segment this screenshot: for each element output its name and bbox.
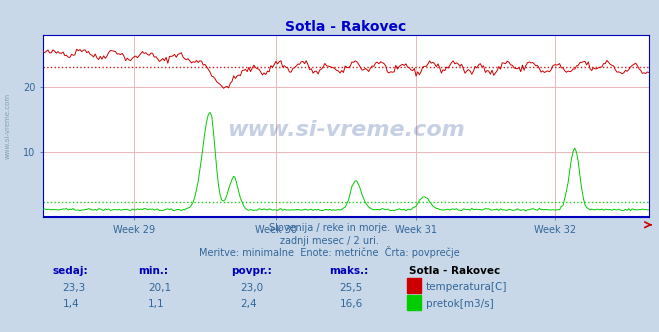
Text: 2,4: 2,4 bbox=[241, 299, 257, 309]
Text: 25,5: 25,5 bbox=[339, 283, 362, 292]
Text: 1,4: 1,4 bbox=[63, 299, 79, 309]
Text: 1,1: 1,1 bbox=[148, 299, 165, 309]
Text: 16,6: 16,6 bbox=[339, 299, 362, 309]
Text: www.si-vreme.com: www.si-vreme.com bbox=[5, 93, 11, 159]
Text: Sotla - Rakovec: Sotla - Rakovec bbox=[409, 266, 500, 276]
Text: Meritve: minimalne  Enote: metrične  Črta: povprečje: Meritve: minimalne Enote: metrične Črta:… bbox=[199, 246, 460, 258]
Text: maks.:: maks.: bbox=[330, 266, 369, 276]
Text: pretok[m3/s]: pretok[m3/s] bbox=[426, 299, 494, 309]
Text: 23,3: 23,3 bbox=[63, 283, 86, 292]
Text: Slovenija / reke in morje.: Slovenija / reke in morje. bbox=[269, 223, 390, 233]
Text: sedaj:: sedaj: bbox=[53, 266, 88, 276]
Text: www.si-vreme.com: www.si-vreme.com bbox=[227, 120, 465, 140]
Text: temperatura[C]: temperatura[C] bbox=[426, 283, 507, 292]
Text: povpr.:: povpr.: bbox=[231, 266, 272, 276]
Text: 20,1: 20,1 bbox=[148, 283, 171, 292]
Text: 23,0: 23,0 bbox=[241, 283, 264, 292]
Title: Sotla - Rakovec: Sotla - Rakovec bbox=[285, 20, 407, 34]
Text: min.:: min.: bbox=[138, 266, 169, 276]
Text: zadnji mesec / 2 uri.: zadnji mesec / 2 uri. bbox=[280, 236, 379, 246]
